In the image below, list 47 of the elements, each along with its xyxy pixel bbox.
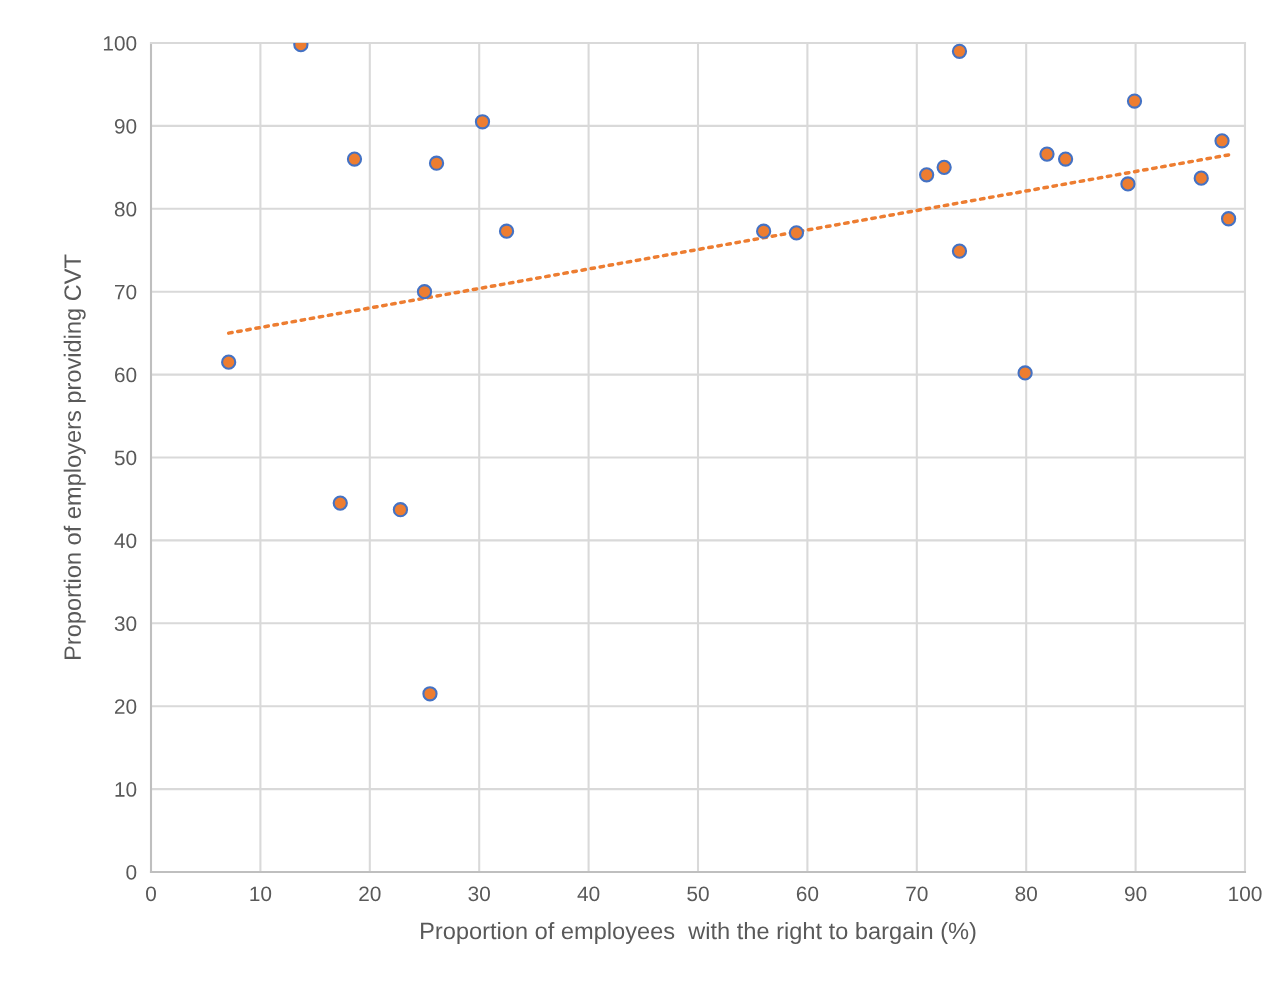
point bbox=[951, 243, 968, 259]
y-tick-label: 80 bbox=[114, 201, 137, 217]
x-tick-label: 0 bbox=[146, 886, 156, 902]
x-tick-label: 20 bbox=[359, 886, 381, 902]
point bbox=[1120, 176, 1136, 192]
point bbox=[1057, 151, 1074, 167]
point bbox=[428, 155, 445, 171]
point bbox=[1126, 93, 1143, 109]
y-tick-label: 10 bbox=[115, 782, 137, 797]
point bbox=[1193, 170, 1209, 186]
point bbox=[1039, 146, 1055, 162]
x-tick-label: 90 bbox=[1124, 886, 1147, 902]
y-axis-title: Proportion of employers providing CVT bbox=[63, 254, 86, 659]
point bbox=[1214, 133, 1230, 149]
point bbox=[951, 43, 968, 59]
y-tick-label: 20 bbox=[114, 699, 137, 714]
point bbox=[919, 167, 935, 183]
point bbox=[416, 284, 433, 300]
point bbox=[756, 223, 772, 239]
point bbox=[332, 495, 348, 511]
y-tick-label: 70 bbox=[115, 284, 137, 300]
point bbox=[1220, 211, 1237, 227]
y-tick-label: 40 bbox=[114, 533, 137, 549]
point bbox=[936, 159, 952, 175]
point bbox=[346, 151, 363, 167]
y-tick-label: 90 bbox=[114, 118, 137, 134]
y-tick-label: 30 bbox=[114, 616, 137, 632]
x-tick-label: 50 bbox=[687, 886, 709, 902]
x-tick-label: 10 bbox=[250, 886, 272, 902]
y-tick-label: 60 bbox=[115, 367, 137, 383]
point bbox=[498, 223, 515, 239]
x-tick-label: 100 bbox=[1229, 886, 1262, 902]
x-tick-label: 60 bbox=[796, 886, 819, 902]
point bbox=[422, 686, 438, 702]
point bbox=[392, 502, 409, 518]
point bbox=[788, 225, 805, 241]
y-tick-label: 50 bbox=[114, 450, 137, 466]
y-tick-label: 100 bbox=[103, 36, 137, 51]
x-tick-label: 40 bbox=[577, 886, 600, 902]
x-tick-label: 80 bbox=[1015, 886, 1037, 902]
point bbox=[474, 114, 491, 130]
point bbox=[1017, 365, 1033, 381]
x-tick-label: 30 bbox=[468, 886, 490, 902]
point bbox=[221, 354, 237, 370]
x-tick-label: 70 bbox=[906, 886, 928, 902]
y-tick-label: 0 bbox=[126, 865, 137, 880]
x-axis-title: Proportion of employees with the right to bargain (%) bbox=[421, 921, 976, 944]
